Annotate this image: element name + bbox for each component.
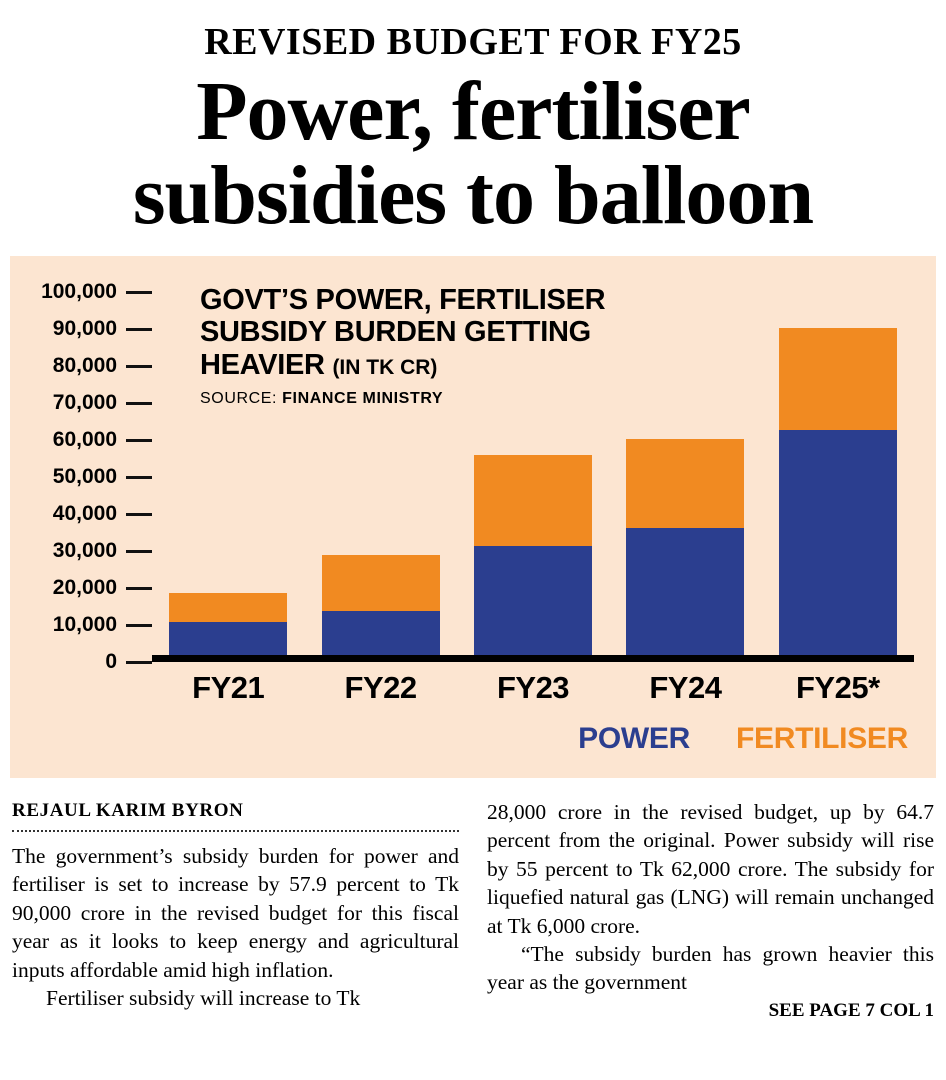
y-tick-20,000: 20,000: [53, 576, 152, 600]
headline-line-1: Power, fertiliser: [196, 65, 751, 158]
bar-segment-power: [321, 611, 440, 655]
y-tick-50,000: 50,000: [53, 465, 152, 489]
y-tick-label: 70,000: [52, 391, 117, 414]
bar-FY21: [169, 292, 288, 655]
chart-title-heavier: HEAVIER: [200, 348, 325, 381]
continuation-note: SEE PAGE 7 COL 1: [768, 999, 934, 1021]
chart-title-unit: (IN TK CR): [332, 355, 438, 379]
chart-legend: POWER FERTILISER: [10, 706, 936, 760]
y-tick-0: 0: [105, 650, 152, 674]
bar-segment-fertiliser: [626, 439, 745, 528]
bar-FY25: [778, 292, 897, 655]
bar-slot-FY21: [152, 292, 304, 655]
y-tick-mark: [126, 512, 152, 516]
y-tick-mark: [126, 475, 152, 479]
bar-slot-FY24: [609, 292, 761, 655]
kicker: REVISED BUDGET FOR FY25: [204, 21, 742, 63]
y-tick-70,000: 70,000: [53, 391, 152, 415]
article-body: REJAUL KARIM BYRON The government’s subs…: [0, 778, 946, 1023]
article-header: REVISED BUDGET FOR FY25 Power, fertilise…: [0, 0, 946, 238]
headline-line-2: subsidies to balloon: [132, 149, 814, 242]
x-label-FY21: FY21: [192, 670, 265, 705]
y-tick-mark: [126, 623, 152, 627]
paragraph: The government’s subsidy burden for powe…: [12, 844, 459, 982]
legend-power: POWER: [578, 722, 690, 755]
paragraph: 28,000 crore in the revised budget, up b…: [487, 800, 934, 938]
bar-segment-fertiliser: [474, 455, 593, 547]
y-axis: 0 10,000 20,000 30,000 40,000 50,000 60,000 70,…: [22, 280, 152, 673]
y-tick-40,000: 40,000: [53, 502, 152, 526]
y-tick-mark: [126, 549, 152, 553]
article-column-2: 28,000 crore in the revised budget, up b…: [487, 798, 934, 1023]
bar-slot-FY25: [762, 292, 914, 655]
y-tick-mark: [126, 290, 152, 294]
x-label-FY25: FY25*: [795, 670, 880, 705]
y-tick-mark: [126, 401, 152, 405]
bar-segment-power: [778, 429, 897, 655]
plot-area: GOVT’S POWER, FERTILISER SUBSIDY BURDEN …: [152, 284, 914, 662]
chart-body: 0 10,000 20,000 30,000 40,000 50,000 60,000 70,…: [10, 256, 936, 673]
source-label: SOURCE:: [200, 390, 278, 408]
article-column-1: REJAUL KARIM BYRON The government’s subs…: [12, 798, 459, 1023]
subsidy-chart: 0 10,000 20,000 30,000 40,000 50,000 60,000 70,…: [10, 256, 936, 778]
y-tick-label: 100,000: [41, 280, 117, 303]
bar-segment-power: [626, 527, 745, 655]
newspaper-clipping: REVISED BUDGET FOR FY25 Power, fertilise…: [0, 0, 946, 1023]
byline: REJAUL KARIM BYRON: [12, 800, 244, 821]
source-value: FINANCE MINISTRY: [282, 390, 444, 408]
bar-segment-power: [169, 622, 288, 655]
paragraph: “The subsidy burden has grown heavier th…: [487, 941, 934, 995]
bar-segment-fertiliser: [321, 555, 440, 612]
y-tick-mark: [126, 660, 152, 664]
bars: [152, 292, 914, 655]
bar-segment-fertiliser: [169, 593, 288, 623]
y-tick-90,000: 90,000: [53, 317, 152, 341]
bar-slot-FY22: [304, 292, 456, 655]
byline-rule: [12, 830, 459, 833]
y-tick-label: 50,000: [52, 465, 117, 488]
chart-source: SOURCE: FINANCE MINISTRY: [200, 390, 605, 408]
x-label-FY22: FY22: [344, 670, 418, 705]
x-label-FY23: FY23: [496, 670, 570, 705]
chart-title-line-2: SUBSIDY BURDEN GETTING: [200, 316, 591, 349]
y-tick-mark: [126, 364, 152, 368]
y-tick-60,000: 60,000: [53, 428, 152, 452]
y-tick-mark: [126, 438, 152, 442]
y-tick-label: 20,000: [52, 576, 117, 599]
chart-title-line-3: HEAVIER (IN TK CR): [200, 349, 605, 381]
y-tick-label: 30,000: [52, 539, 117, 562]
bar-segment-power: [474, 546, 593, 655]
y-tick-label: 80,000: [52, 354, 117, 377]
x-label-FY24: FY24: [649, 670, 722, 705]
y-tick-label: 60,000: [52, 428, 117, 451]
legend-fertiliser: FERTILISER: [735, 722, 908, 755]
x-axis: FY21 FY22 FY23 FY24 FY25*: [152, 662, 914, 706]
bar-segment-fertiliser: [778, 328, 897, 430]
y-tick-80,000: 80,000: [53, 354, 152, 378]
y-tick-label: 0: [105, 650, 117, 673]
y-tick-10,000: 10,000: [53, 613, 152, 637]
y-tick-30,000: 30,000: [53, 539, 152, 563]
bar-FY24: [626, 292, 745, 655]
paragraph: Fertiliser subsidy will increase to Tk: [46, 985, 361, 1010]
headline: Power, fertiliser subsidies to balloon: [0, 70, 946, 238]
chart-title: GOVT’S POWER, FERTILISER SUBSIDY BURDEN …: [200, 284, 606, 408]
y-tick-mark: [126, 586, 152, 590]
y-tick-label: 10,000: [52, 613, 117, 636]
y-tick-mark: [126, 327, 152, 331]
bar-FY23: [474, 292, 593, 655]
chart-title-line-1: GOVT’S POWER, FERTILISER: [200, 284, 606, 316]
y-tick-100,000: 100,000: [41, 280, 152, 304]
y-tick-label: 40,000: [52, 502, 117, 525]
bar-FY22: [321, 292, 440, 655]
bar-slot-FY23: [457, 292, 609, 655]
y-tick-label: 90,000: [52, 317, 117, 340]
